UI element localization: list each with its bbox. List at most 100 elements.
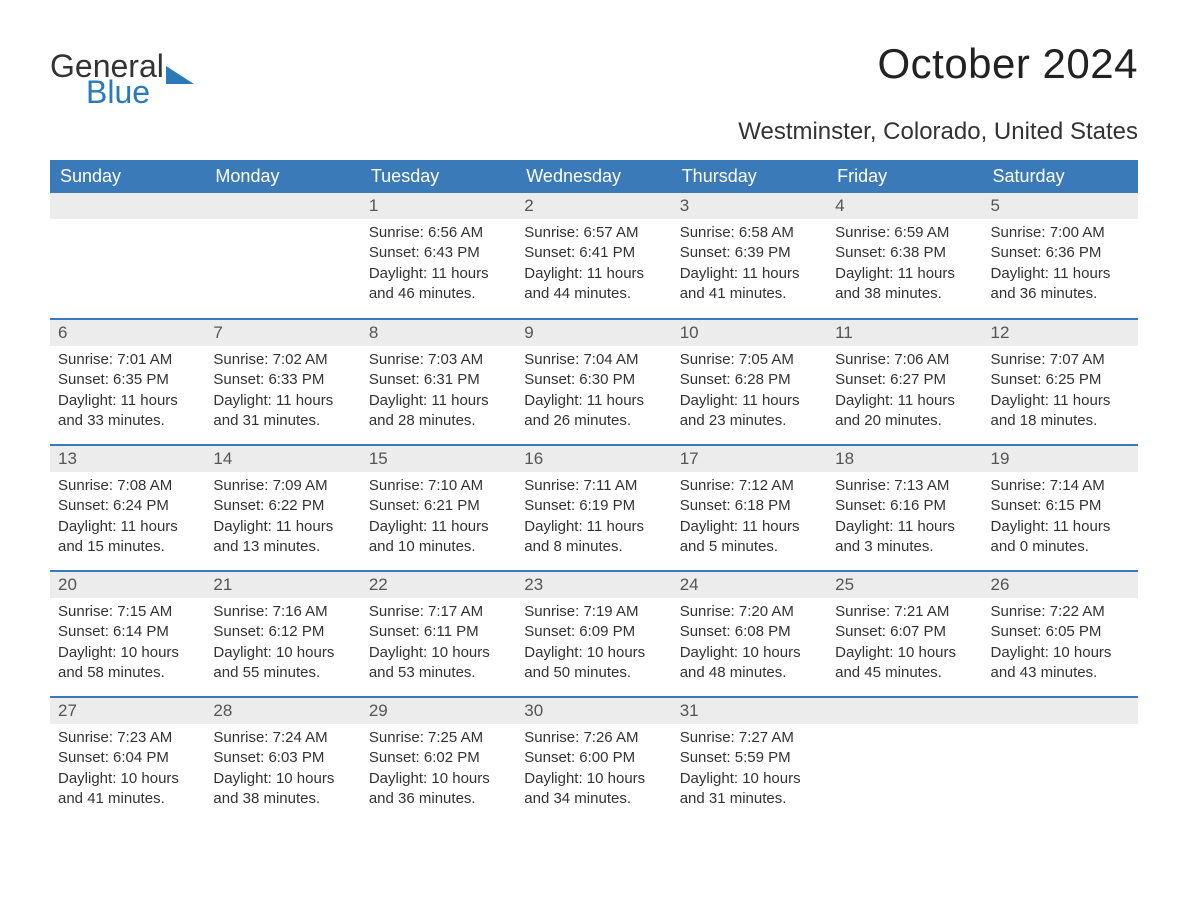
day-number: 3 bbox=[672, 193, 827, 219]
sunset-text: Sunset: 6:11 PM bbox=[369, 622, 508, 642]
daylight-text: and 38 minutes. bbox=[835, 284, 974, 304]
logo-text-blue: Blue bbox=[86, 76, 194, 108]
sunrise-text: Sunrise: 7:24 AM bbox=[213, 728, 352, 748]
sunrise-text: Sunrise: 7:13 AM bbox=[835, 476, 974, 496]
week-row: 20Sunrise: 7:15 AMSunset: 6:14 PMDayligh… bbox=[50, 571, 1138, 697]
sunrise-text: Sunrise: 7:08 AM bbox=[58, 476, 197, 496]
daylight-text: and 46 minutes. bbox=[369, 284, 508, 304]
day-cell: 14Sunrise: 7:09 AMSunset: 6:22 PMDayligh… bbox=[205, 445, 360, 571]
daylight-text: Daylight: 10 hours bbox=[369, 769, 508, 789]
day-content: Sunrise: 7:11 AMSunset: 6:19 PMDaylight:… bbox=[516, 472, 671, 565]
daylight-text: and 36 minutes. bbox=[991, 284, 1130, 304]
daylight-text: Daylight: 11 hours bbox=[524, 264, 663, 284]
daylight-text: Daylight: 10 hours bbox=[680, 769, 819, 789]
day-number: 12 bbox=[983, 320, 1138, 346]
weekday-header: Wednesday bbox=[516, 160, 671, 193]
day-content: Sunrise: 7:14 AMSunset: 6:15 PMDaylight:… bbox=[983, 472, 1138, 565]
day-number: 10 bbox=[672, 320, 827, 346]
day-number: 31 bbox=[672, 698, 827, 724]
sunset-text: Sunset: 6:08 PM bbox=[680, 622, 819, 642]
weekday-header: Thursday bbox=[672, 160, 827, 193]
day-cell: 12Sunrise: 7:07 AMSunset: 6:25 PMDayligh… bbox=[983, 319, 1138, 445]
day-cell: 20Sunrise: 7:15 AMSunset: 6:14 PMDayligh… bbox=[50, 571, 205, 697]
sunset-text: Sunset: 6:22 PM bbox=[213, 496, 352, 516]
sunset-text: Sunset: 6:00 PM bbox=[524, 748, 663, 768]
daylight-text: Daylight: 10 hours bbox=[58, 643, 197, 663]
day-number: 20 bbox=[50, 572, 205, 598]
daylight-text: and 31 minutes. bbox=[680, 789, 819, 809]
sunrise-text: Sunrise: 7:12 AM bbox=[680, 476, 819, 496]
daylight-text: and 18 minutes. bbox=[991, 411, 1130, 431]
day-content: Sunrise: 7:19 AMSunset: 6:09 PMDaylight:… bbox=[516, 598, 671, 691]
sunset-text: Sunset: 6:35 PM bbox=[58, 370, 197, 390]
day-content: Sunrise: 7:03 AMSunset: 6:31 PMDaylight:… bbox=[361, 346, 516, 439]
sunrise-text: Sunrise: 7:15 AM bbox=[58, 602, 197, 622]
daylight-text: Daylight: 11 hours bbox=[369, 391, 508, 411]
day-content: Sunrise: 7:05 AMSunset: 6:28 PMDaylight:… bbox=[672, 346, 827, 439]
daylight-text: Daylight: 11 hours bbox=[680, 391, 819, 411]
day-number: 2 bbox=[516, 193, 671, 219]
sunrise-text: Sunrise: 7:23 AM bbox=[58, 728, 197, 748]
day-number: 14 bbox=[205, 446, 360, 472]
daylight-text: Daylight: 10 hours bbox=[58, 769, 197, 789]
day-cell bbox=[205, 193, 360, 319]
daylight-text: Daylight: 11 hours bbox=[369, 517, 508, 537]
day-content: Sunrise: 7:12 AMSunset: 6:18 PMDaylight:… bbox=[672, 472, 827, 565]
sunrise-text: Sunrise: 7:07 AM bbox=[991, 350, 1130, 370]
day-content: Sunrise: 7:27 AMSunset: 5:59 PMDaylight:… bbox=[672, 724, 827, 817]
day-number: 18 bbox=[827, 446, 982, 472]
day-number: 13 bbox=[50, 446, 205, 472]
day-content: Sunrise: 7:02 AMSunset: 6:33 PMDaylight:… bbox=[205, 346, 360, 439]
sunset-text: Sunset: 5:59 PM bbox=[680, 748, 819, 768]
daylight-text: and 5 minutes. bbox=[680, 537, 819, 557]
sunrise-text: Sunrise: 7:27 AM bbox=[680, 728, 819, 748]
day-number: 5 bbox=[983, 193, 1138, 219]
day-cell: 13Sunrise: 7:08 AMSunset: 6:24 PMDayligh… bbox=[50, 445, 205, 571]
sunrise-text: Sunrise: 7:22 AM bbox=[991, 602, 1130, 622]
day-number: 24 bbox=[672, 572, 827, 598]
sunset-text: Sunset: 6:38 PM bbox=[835, 243, 974, 263]
day-cell: 6Sunrise: 7:01 AMSunset: 6:35 PMDaylight… bbox=[50, 319, 205, 445]
sunrise-text: Sunrise: 7:00 AM bbox=[991, 223, 1130, 243]
sunrise-text: Sunrise: 6:59 AM bbox=[835, 223, 974, 243]
sunset-text: Sunset: 6:27 PM bbox=[835, 370, 974, 390]
sunrise-text: Sunrise: 7:14 AM bbox=[991, 476, 1130, 496]
daylight-text: and 10 minutes. bbox=[369, 537, 508, 557]
day-cell: 8Sunrise: 7:03 AMSunset: 6:31 PMDaylight… bbox=[361, 319, 516, 445]
daylight-text: and 36 minutes. bbox=[369, 789, 508, 809]
day-content: Sunrise: 7:26 AMSunset: 6:00 PMDaylight:… bbox=[516, 724, 671, 817]
daylight-text: and 50 minutes. bbox=[524, 663, 663, 683]
day-cell: 7Sunrise: 7:02 AMSunset: 6:33 PMDaylight… bbox=[205, 319, 360, 445]
day-content: Sunrise: 7:22 AMSunset: 6:05 PMDaylight:… bbox=[983, 598, 1138, 691]
sunset-text: Sunset: 6:31 PM bbox=[369, 370, 508, 390]
daylight-text: Daylight: 10 hours bbox=[835, 643, 974, 663]
daylight-text: Daylight: 10 hours bbox=[680, 643, 819, 663]
day-number: 17 bbox=[672, 446, 827, 472]
week-row: 6Sunrise: 7:01 AMSunset: 6:35 PMDaylight… bbox=[50, 319, 1138, 445]
empty-day-bar bbox=[827, 698, 982, 724]
day-cell: 10Sunrise: 7:05 AMSunset: 6:28 PMDayligh… bbox=[672, 319, 827, 445]
sunset-text: Sunset: 6:09 PM bbox=[524, 622, 663, 642]
sunrise-text: Sunrise: 7:16 AM bbox=[213, 602, 352, 622]
sunset-text: Sunset: 6:19 PM bbox=[524, 496, 663, 516]
daylight-text: and 34 minutes. bbox=[524, 789, 663, 809]
daylight-text: and 26 minutes. bbox=[524, 411, 663, 431]
day-cell: 16Sunrise: 7:11 AMSunset: 6:19 PMDayligh… bbox=[516, 445, 671, 571]
daylight-text: and 28 minutes. bbox=[369, 411, 508, 431]
week-row: 27Sunrise: 7:23 AMSunset: 6:04 PMDayligh… bbox=[50, 697, 1138, 823]
sunrise-text: Sunrise: 7:06 AM bbox=[835, 350, 974, 370]
sunset-text: Sunset: 6:12 PM bbox=[213, 622, 352, 642]
sunrise-text: Sunrise: 7:11 AM bbox=[524, 476, 663, 496]
day-cell: 28Sunrise: 7:24 AMSunset: 6:03 PMDayligh… bbox=[205, 697, 360, 823]
daylight-text: and 44 minutes. bbox=[524, 284, 663, 304]
day-cell: 24Sunrise: 7:20 AMSunset: 6:08 PMDayligh… bbox=[672, 571, 827, 697]
day-number: 15 bbox=[361, 446, 516, 472]
sunset-text: Sunset: 6:05 PM bbox=[991, 622, 1130, 642]
day-cell: 31Sunrise: 7:27 AMSunset: 5:59 PMDayligh… bbox=[672, 697, 827, 823]
day-cell: 15Sunrise: 7:10 AMSunset: 6:21 PMDayligh… bbox=[361, 445, 516, 571]
day-cell: 17Sunrise: 7:12 AMSunset: 6:18 PMDayligh… bbox=[672, 445, 827, 571]
daylight-text: Daylight: 11 hours bbox=[835, 517, 974, 537]
weekday-header-row: Sunday Monday Tuesday Wednesday Thursday… bbox=[50, 160, 1138, 193]
day-cell: 4Sunrise: 6:59 AMSunset: 6:38 PMDaylight… bbox=[827, 193, 982, 319]
daylight-text: and 13 minutes. bbox=[213, 537, 352, 557]
